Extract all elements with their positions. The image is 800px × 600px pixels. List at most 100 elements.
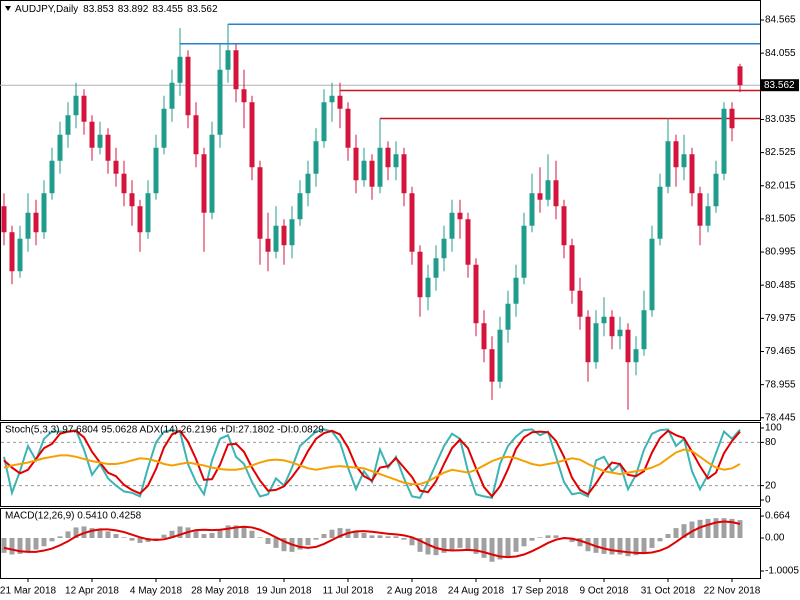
macd-bar — [153, 538, 159, 539]
candle-body — [409, 193, 415, 252]
candle-body — [57, 134, 63, 161]
y-tick-label: 81.505 — [765, 214, 796, 225]
candle-body — [561, 206, 567, 246]
macd-bar — [729, 518, 735, 538]
candle-body — [705, 206, 711, 226]
macd-bar — [9, 538, 15, 555]
candle-body — [329, 95, 335, 103]
candle-body — [369, 160, 375, 187]
current-price-box — [761, 79, 799, 92]
macd-bar — [481, 538, 487, 558]
macd-bar — [521, 538, 527, 547]
chart-title: AUDJPY,Daily — [15, 4, 78, 15]
candle-body — [697, 193, 703, 226]
candle-body — [41, 193, 47, 233]
candle-body — [113, 160, 119, 174]
candle-body — [513, 277, 519, 304]
candle-body — [305, 173, 311, 194]
macd-bar — [33, 538, 39, 550]
candle-body — [169, 82, 175, 109]
indicator-line — [3, 428, 741, 500]
candle-body — [433, 258, 439, 278]
candle-body — [441, 238, 447, 259]
macd-bar — [369, 535, 375, 538]
macd-bar — [41, 538, 47, 547]
candle-body — [81, 95, 87, 122]
macd-bar — [57, 536, 63, 538]
macd-bar — [553, 535, 559, 538]
macd-bar — [569, 538, 575, 542]
macd-bar — [233, 525, 239, 538]
candle-body — [265, 238, 271, 252]
candle-body — [89, 121, 95, 148]
macd-bar — [257, 537, 263, 538]
candle-body — [593, 323, 599, 363]
y-tick-label: 78.955 — [765, 379, 796, 390]
macd-bar — [617, 538, 623, 555]
macd-bar — [201, 534, 207, 538]
macd-bar — [665, 534, 671, 538]
stoch-panel — [0, 422, 761, 507]
candle-body — [553, 180, 559, 207]
macd-bar — [169, 530, 175, 538]
candle-body — [289, 219, 295, 246]
macd-bar — [449, 538, 455, 550]
candle-body — [297, 193, 303, 220]
macd-bar — [625, 538, 631, 557]
macd-bar — [497, 538, 503, 560]
candle-body — [345, 108, 351, 148]
y-tick-label: 100 — [765, 423, 782, 434]
macd-bar — [225, 525, 231, 538]
macd-bar — [641, 538, 647, 553]
last-open: 83.853 — [83, 4, 114, 15]
macd-bar — [65, 531, 71, 538]
macd-bar — [241, 526, 247, 538]
macd-bar — [529, 538, 535, 541]
y-tick-label: 0.00 — [765, 533, 785, 544]
candle-body — [401, 154, 407, 194]
macd-bar — [585, 538, 591, 552]
candle-body — [585, 316, 591, 363]
x-tick-label: 4 May 2018 — [130, 586, 183, 597]
x-tick-label: 19 Jun 2018 — [256, 586, 311, 597]
candle-body — [729, 108, 735, 129]
macd-bar — [601, 538, 607, 554]
x-tick-label: 12 Apr 2018 — [65, 586, 119, 597]
signal-line — [3, 520, 741, 559]
macd-bar — [697, 519, 703, 538]
candle-body — [313, 141, 319, 174]
macd-bar — [329, 529, 335, 538]
macd-bar — [737, 520, 743, 538]
candle-body — [417, 251, 423, 298]
macd-bar — [377, 535, 383, 538]
candle-body — [241, 89, 247, 103]
candle-body — [673, 141, 679, 168]
y-tick-label: 78.445 — [765, 412, 796, 423]
candle-body — [281, 225, 287, 246]
macd-bar — [313, 538, 319, 540]
candle-body — [145, 193, 151, 233]
macd-bar — [337, 528, 343, 538]
candle-body — [49, 160, 55, 194]
candle-body — [577, 290, 583, 317]
candle-body — [129, 193, 135, 207]
current-price-label: 83.562 — [764, 80, 795, 91]
macd-label: MACD(12,26,9) 0.5410 0.4258 — [5, 511, 142, 522]
last-close: 83.562 — [187, 4, 218, 15]
indicator-line — [3, 429, 741, 498]
x-tick-label: 21 Mar 2018 — [0, 586, 57, 597]
macd-bar — [545, 535, 551, 538]
macd-bar — [265, 538, 271, 544]
macd-bar — [433, 538, 439, 556]
last-low: 83.455 — [152, 4, 183, 15]
candle-body — [121, 173, 127, 194]
candle-body — [233, 50, 239, 90]
y-tick-label: 80.995 — [765, 247, 796, 258]
macd-bar — [137, 538, 143, 543]
candle-body — [625, 329, 631, 363]
macd-bar — [305, 538, 311, 546]
y-tick-label: 0.664 — [765, 511, 790, 522]
candle-body — [681, 154, 687, 168]
macd-bar — [441, 538, 447, 553]
